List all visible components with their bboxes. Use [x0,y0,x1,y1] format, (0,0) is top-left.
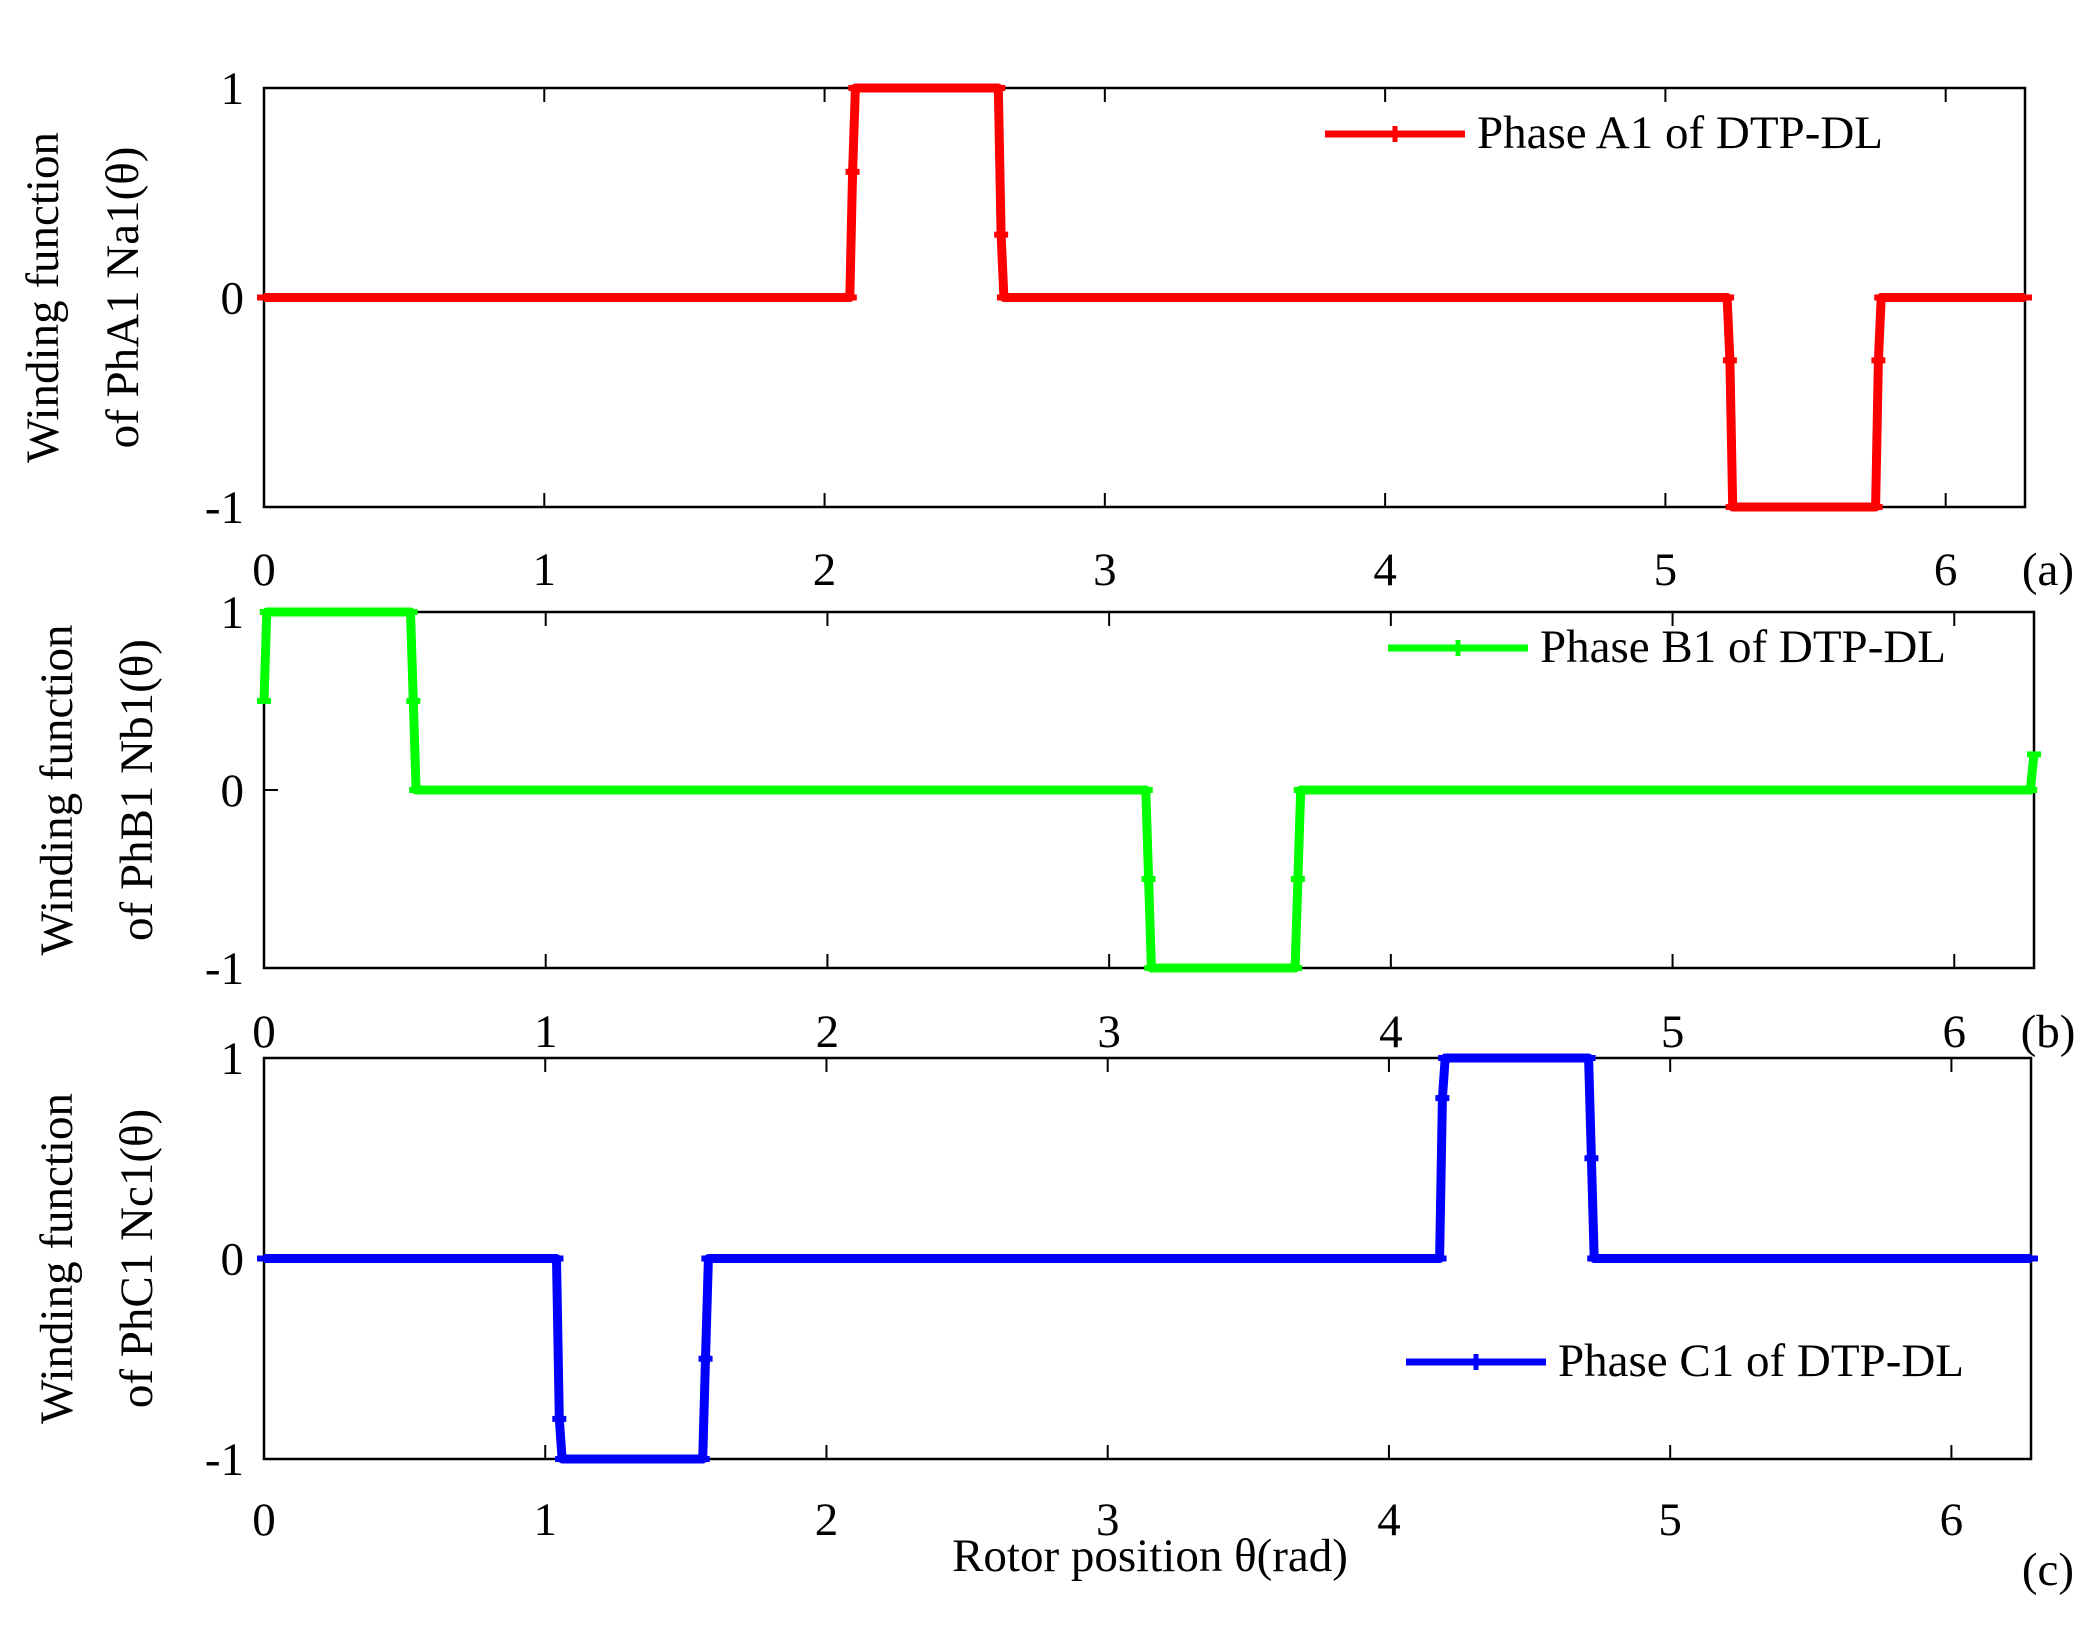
ylabel-c-line1: Winding function [31,1093,83,1424]
y-tick-label-c--1: -1 [205,1434,244,1486]
x-tick-label-a-3: 3 [1093,544,1117,596]
x-tick-label-c-2: 2 [815,1494,839,1546]
y-tick-label-c-1: 1 [221,1033,245,1085]
x-tick-label-b-6: 6 [1943,1006,1967,1058]
legend-label-a: Phase A1 of DTP-DL [1477,107,1883,159]
series-line-b [259,607,2039,973]
y-tick-label-b-1: 1 [221,587,245,639]
x-tick-label-c-5: 5 [1658,1494,1682,1546]
ylabel-b-line2: of PhB1 Nb1(θ) [111,639,163,941]
x-tick-label-c-1: 1 [533,1494,557,1546]
x-tick-label-a-4: 4 [1373,544,1397,596]
x-tick-label-c-4: 4 [1377,1494,1401,1546]
x-tick-label-a-6: 6 [1934,544,1958,596]
x-tick-label-c-3: 3 [1096,1494,1120,1546]
y-tick-label-a-1: 1 [221,63,245,115]
legend-a: Phase A1 of DTP-DL [1325,107,1883,159]
y-tick-label-b-0: 0 [221,765,245,817]
panel-label-a: (a) [2022,544,2074,596]
panel-a: 0 1 2 3 4 5 6-101 Winding function of PhA1 Na1… [17,63,2074,596]
x-tick-label-c-0: 0 [252,1494,276,1546]
legend-label-c: Phase C1 of DTP-DL [1558,1335,1964,1387]
panel-c: 0 1 2 3 4 5 6-101 Winding function of PhC1 Nc1… [31,1033,2074,1596]
legend-c: Phase C1 of DTP-DL [1406,1335,1964,1387]
y-tick-label-b--1: -1 [205,943,244,995]
ylabel-b-line1: Winding function [31,625,83,956]
panel-b: 0 1 2 3 4 5 6-101 Winding function of PhB1 Nb1… [31,587,2075,1058]
x-tick-label-a-0: 0 [252,544,276,596]
x-tick-label-b-1: 1 [534,1006,558,1058]
ticks-a: 0 1 2 3 4 5 6-101 [205,63,2025,596]
x-tick-label-a-5: 5 [1654,544,1678,596]
x-tick-label-b-5: 5 [1661,1006,1685,1058]
legend-b: Phase B1 of DTP-DL [1388,621,1946,673]
y-tick-label-a-0: 0 [221,273,245,325]
ylabel-a-line2: of PhA1 Na1(θ) [97,147,149,449]
ylabel-c-line2: of PhC1 Nc1(θ) [111,1109,163,1408]
x-tick-label-b-0: 0 [252,1006,276,1058]
series-line-c [264,1053,2031,1464]
ticks-c: 0 1 2 3 4 5 6-101 [205,1033,2031,1546]
x-tick-label-c-6: 6 [1940,1494,1964,1546]
x-tick-label-b-4: 4 [1379,1006,1403,1058]
y-tick-label-a--1: -1 [205,482,244,534]
x-tick-label-b-2: 2 [816,1006,840,1058]
x-axis-label: Rotor position θ(rad) [952,1530,1348,1582]
series-layer-a [257,83,2032,512]
x-tick-label-b-3: 3 [1097,1006,1121,1058]
series-layer-c [257,1053,2038,1464]
ticks-b: 0 1 2 3 4 5 6-101 [205,587,2034,1058]
x-tick-label-a-1: 1 [533,544,557,596]
ylabel-a-line1: Winding function [17,132,69,463]
legend-label-b: Phase B1 of DTP-DL [1540,621,1946,673]
y-tick-label-c-0: 0 [221,1234,245,1286]
panel-label-b: (b) [2021,1006,2076,1058]
panel-label-c: (c) [2022,1544,2074,1596]
series-layer-b [257,607,2041,973]
x-tick-label-a-2: 2 [813,544,837,596]
